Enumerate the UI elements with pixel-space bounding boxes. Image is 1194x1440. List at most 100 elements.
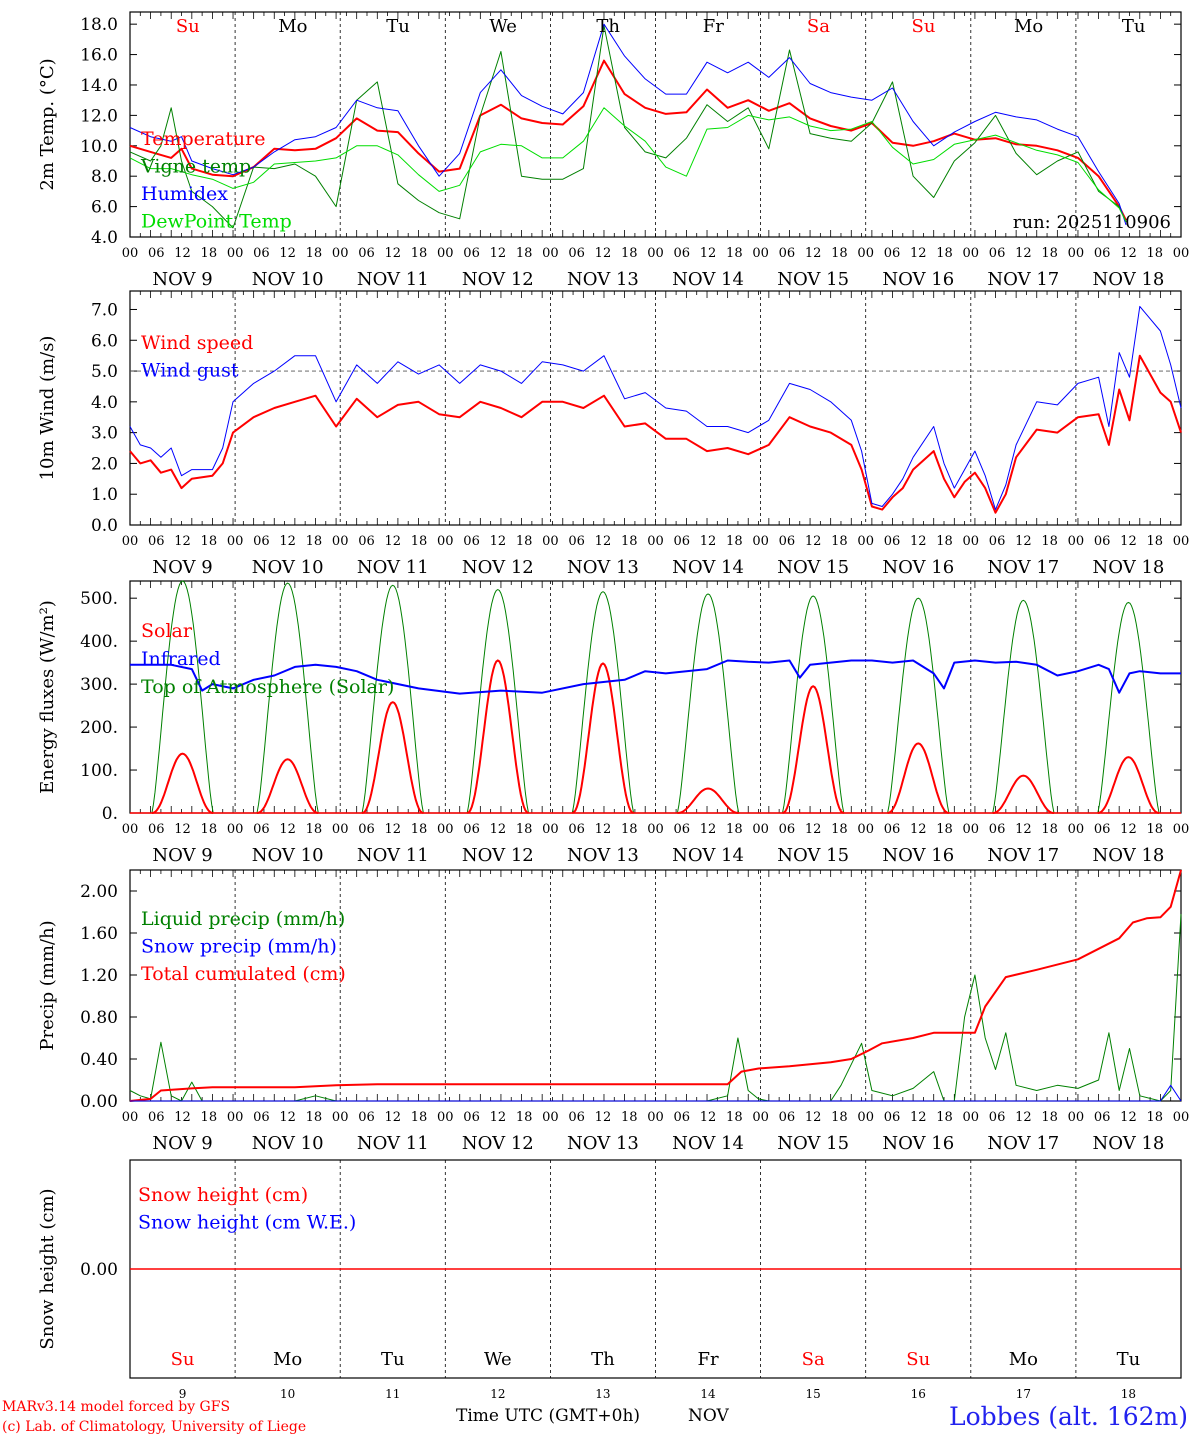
hour-label: 18 — [936, 822, 953, 837]
hour-label: 18 — [1146, 246, 1163, 261]
legend-entry: Wind gust — [141, 360, 239, 382]
hour-label: 06 — [989, 1110, 1006, 1125]
hour-label: 12 — [595, 246, 612, 261]
date-label: NOV 14 — [672, 1133, 744, 1154]
hour-label: 18 — [1041, 1110, 1058, 1125]
hour-label: 06 — [884, 246, 901, 261]
hour-label: 00 — [542, 1110, 559, 1125]
hour-label: 12 — [805, 246, 822, 261]
hour-label: 12 — [1120, 822, 1137, 837]
hour-label: 00 — [227, 246, 244, 261]
solar-curve — [1097, 756, 1160, 814]
hour-label: 18 — [1146, 822, 1163, 837]
date-label: NOV 15 — [777, 557, 849, 578]
y-tick-label: 100. — [80, 761, 118, 781]
y-tick-label: 1.0 — [91, 485, 118, 505]
date-label: NOV 14 — [672, 269, 744, 290]
model-credit: MARv3.14 model forced by GFS — [2, 1399, 231, 1415]
hour-label: 18 — [726, 822, 743, 837]
hour-label: 06 — [253, 246, 270, 261]
hour-label: 00 — [227, 1110, 244, 1125]
hour-label: 18 — [201, 822, 218, 837]
hour-label: 12 — [910, 534, 927, 549]
legend-entry: Solar — [141, 620, 193, 642]
hour-label: 00 — [437, 534, 454, 549]
hour-label: 06 — [358, 246, 375, 261]
y-tick-label: 3.0 — [91, 424, 118, 444]
hour-label: 12 — [279, 822, 296, 837]
series-line-infrared — [130, 659, 1181, 695]
hour-label: 06 — [568, 1110, 585, 1125]
date-label: NOV 18 — [1093, 557, 1165, 578]
hour-label: 18 — [201, 246, 218, 261]
hour-label: 12 — [595, 1110, 612, 1125]
hour-label: 00 — [752, 534, 769, 549]
series-line-temperature — [129, 59, 1127, 221]
y-tick-label: 0.00 — [80, 1092, 118, 1112]
hour-label: 00 — [122, 246, 139, 261]
day-label: Su — [906, 1349, 930, 1370]
hour-label: 18 — [306, 246, 323, 261]
day-label: Sa — [802, 1349, 825, 1370]
panel-energy: 0. 100. 200. 300. 400. 500. Energy fluxes (W/m… — [37, 580, 1189, 866]
hour-label: 12 — [805, 822, 822, 837]
toa-solar-curve — [361, 584, 424, 814]
hour-label: 00 — [963, 246, 980, 261]
hour-label: 00 — [332, 534, 349, 549]
hour-label: 00 — [122, 534, 139, 549]
hour-label: 12 — [174, 246, 191, 261]
panel-snow: 0.00 Snow height (cm) Snow height (cm) Snow… — [37, 1159, 1182, 1401]
toa-solar-curve — [676, 593, 740, 814]
hour-label: 00 — [542, 822, 559, 837]
date-label: NOV 13 — [567, 557, 639, 578]
hour-label: 12 — [490, 534, 507, 549]
day-label: Tu — [381, 1349, 405, 1370]
day-label: We — [484, 1349, 512, 1370]
y-tick-label: 0.0 — [91, 516, 118, 536]
date-label: NOV 14 — [672, 845, 744, 866]
day-label: Tu — [1117, 1349, 1141, 1370]
y-tick-label: 2.0 — [91, 454, 118, 474]
month-label: NOV — [688, 1406, 729, 1426]
hour-label: 06 — [148, 1110, 165, 1125]
solar-curve — [256, 758, 319, 814]
day-label: Tu — [386, 16, 410, 37]
solar-curve — [361, 701, 424, 814]
hour-label: 18 — [516, 1110, 533, 1125]
hour-label: 18 — [411, 246, 428, 261]
date-label: NOV 12 — [462, 557, 534, 578]
hour-label: 18 — [411, 534, 428, 549]
hour-label: 18 — [831, 1110, 848, 1125]
hour-label: 18 — [726, 1110, 743, 1125]
hour-label: 18 — [201, 1110, 218, 1125]
day-label: Th — [591, 1349, 615, 1370]
hour-label: 06 — [779, 534, 796, 549]
legend-entry: Humidex — [141, 183, 228, 205]
hour-label: 12 — [805, 1110, 822, 1125]
legend-entry: Infrared — [141, 648, 221, 670]
legend-entry: DewPoint Temp — [141, 211, 292, 233]
y-tick-label: 0.00 — [80, 1260, 118, 1280]
y-axis-label: 2m Temp. (°C) — [37, 58, 58, 190]
hour-label: 18 — [201, 534, 218, 549]
hour-label: 06 — [674, 1110, 691, 1125]
solar-curve — [887, 742, 950, 814]
date-label: NOV 17 — [987, 845, 1059, 866]
date-label: NOV 13 — [567, 1133, 639, 1154]
solar-curve — [782, 685, 845, 814]
date-label: NOV 17 — [987, 557, 1059, 578]
y-tick-label: 14.0 — [80, 76, 118, 96]
y-axis-label: Snow height (cm) — [37, 1188, 58, 1349]
y-axis-label: 10m Wind (m/s) — [37, 336, 58, 481]
hour-label: 12 — [805, 534, 822, 549]
hour-label: 00 — [227, 822, 244, 837]
date-label: NOV 9 — [152, 557, 212, 578]
hour-label: 06 — [779, 246, 796, 261]
hour-label: 12 — [490, 246, 507, 261]
date-label: NOV 11 — [357, 269, 429, 290]
hour-label: 00 — [542, 534, 559, 549]
hour-label: 18 — [1041, 534, 1058, 549]
hour-label: 06 — [1094, 1110, 1111, 1125]
hour-label: 12 — [279, 534, 296, 549]
hour-label: 18 — [621, 246, 638, 261]
